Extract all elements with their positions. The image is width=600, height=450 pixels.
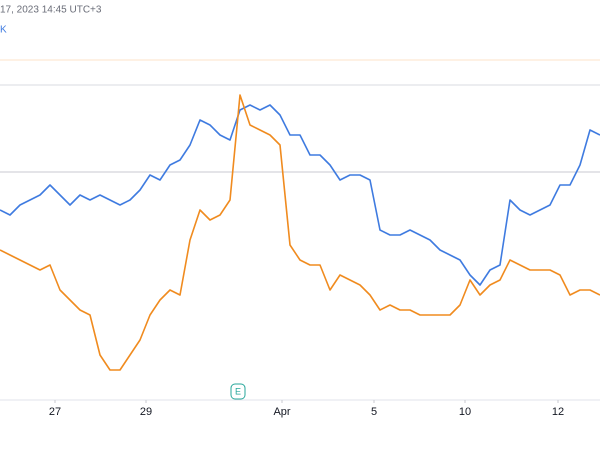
event-box xyxy=(230,383,246,400)
series-line xyxy=(0,94,600,371)
event-marker[interactable]: E xyxy=(230,383,246,400)
legend-symbol: K xyxy=(0,25,7,36)
x-tick-label: Apr xyxy=(273,406,290,418)
x-tick-label: 12 xyxy=(552,406,564,418)
header-text: 17, 2023 14:45 UTC+3 xyxy=(0,5,102,16)
x-tick-label: 29 xyxy=(140,406,152,418)
x-tick-label: 10 xyxy=(459,406,471,418)
event-label: E xyxy=(235,386,241,396)
x-tick-label: 5 xyxy=(371,406,377,418)
series-line xyxy=(0,104,600,286)
x-tick-label: 27 xyxy=(49,406,61,418)
